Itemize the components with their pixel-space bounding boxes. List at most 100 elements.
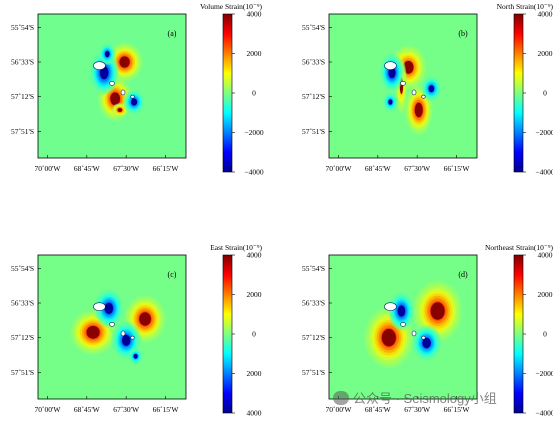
colorbar-tick-label: 4000 — [247, 251, 262, 260]
colorbar-tick-label: 2000 — [247, 369, 262, 378]
colorbar-tick-label: −2000 — [535, 128, 553, 137]
colorbar-tick-label: −2000 — [244, 128, 263, 137]
fault-trace — [384, 302, 426, 340]
panel-d: 55˚54'S 56˚33'S 57˚12'S 57˚51'S 70˚00'W 68˚45… — [302, 243, 553, 418]
watermark-text: 公众号 · Seismology小组 — [353, 391, 497, 406]
x-tick-label: 67˚30'W — [404, 164, 431, 173]
x-tick-label: 70˚00'W — [34, 164, 61, 173]
negative-lobe-5 — [99, 42, 116, 66]
positive-lobe-2 — [111, 103, 129, 117]
colorbar-tick-label: 0 — [252, 330, 256, 339]
colorbar-title: Northeast Strain(10⁻⁹) — [485, 243, 553, 252]
plot-frame — [328, 254, 478, 400]
fault-trace — [93, 61, 135, 99]
positive-lobe-0 — [413, 280, 463, 342]
colorbar-tick-label: 0 — [543, 330, 547, 339]
colorbar-tick-label: 2000 — [247, 49, 262, 58]
positive-lobe-1 — [124, 295, 166, 343]
y-tick-label: 56˚33'S — [11, 299, 34, 308]
negative-lobe-3 — [379, 53, 405, 93]
colorbar-tick-label: 2000 — [538, 290, 553, 299]
x-tick-label: 66˚15'W — [444, 164, 471, 173]
y-tick-label: 57˚12'S — [11, 92, 34, 101]
strain-field — [89, 42, 145, 121]
y-tick-label: 57˚51'S — [11, 368, 34, 377]
colorbar-tick-label: 4000 — [247, 10, 262, 19]
fault-trace — [93, 302, 135, 340]
colorbar-tick-label: 0 — [252, 89, 256, 98]
negative-lobe-3 — [411, 324, 442, 362]
x-tick-label: 68˚45'W — [74, 405, 101, 414]
strain-field — [70, 288, 166, 365]
x-tick-label: 70˚00'W — [34, 405, 61, 414]
colorbar-tick-label: −4000 — [244, 168, 263, 177]
strain-field — [379, 45, 442, 135]
y-tick-label: 56˚33'S — [302, 299, 325, 308]
y-tick-label: 57˚51'S — [11, 127, 34, 136]
y-tick-label: 57˚12'S — [11, 333, 34, 342]
x-tick-label: 67˚30'W — [404, 405, 431, 414]
colorbar-tick-label: −2000 — [535, 369, 553, 378]
fault-trace — [384, 61, 426, 99]
colorbar — [222, 254, 233, 414]
colorbar-title: Volume Strain(10⁻⁹) — [200, 2, 263, 11]
x-tick-label: 67˚30'W — [113, 164, 140, 173]
x-tick-label: 68˚45'W — [74, 164, 101, 173]
positive-lobe-1 — [404, 85, 433, 135]
positive-lobe-0 — [70, 310, 117, 355]
negative-lobe-4 — [123, 89, 145, 115]
colorbar-title: East Strain(10⁻⁹) — [210, 243, 262, 252]
y-tick-label: 56˚33'S — [11, 58, 34, 67]
colorbar-tick-label: −4000 — [535, 409, 553, 418]
panel-label: (a) — [168, 29, 177, 38]
colorbar — [222, 13, 233, 173]
wechat-icon — [333, 391, 349, 405]
y-tick-label: 57˚51'S — [302, 127, 325, 136]
panel-b: 55˚54'S 56˚33'S 57˚12'S 57˚51'S 70˚00'W 68˚45… — [302, 2, 553, 177]
colorbar-tick-label: −4000 — [535, 168, 553, 177]
negative-lobe-4 — [128, 348, 143, 365]
y-tick-label: 55˚54'S — [11, 23, 34, 32]
x-tick-label: 68˚45'W — [365, 405, 392, 414]
colorbar — [513, 254, 524, 414]
strain-field — [364, 280, 463, 369]
colorbar-tick-label: 2000 — [247, 290, 262, 299]
y-tick-label: 56˚33'S — [302, 58, 325, 67]
y-tick-label: 55˚54'S — [11, 264, 34, 273]
panel-a: 55˚54'S 56˚33'S 57˚12'S 57˚51'S 70˚00'W 68˚45… — [11, 2, 264, 177]
plot-frame — [37, 254, 187, 400]
positive-lobe-0 — [390, 45, 427, 90]
negative-lobe-4 — [421, 76, 442, 102]
panel-label: (b) — [458, 29, 468, 38]
negative-lobe-2 — [94, 288, 124, 328]
x-tick-label: 70˚00'W — [325, 405, 352, 414]
x-tick-label: 66˚15'W — [153, 164, 180, 173]
colorbar-title: North Strain(10⁻⁹) — [497, 2, 553, 11]
x-tick-label: 67˚30'W — [113, 405, 140, 414]
colorbar-tick-label: 2000 — [538, 49, 553, 58]
plot-frame — [37, 13, 187, 159]
watermark: 公众号 · Seismology小组 — [333, 388, 497, 407]
x-tick-label: 66˚15'W — [153, 405, 180, 414]
colorbar-tick-label: 0 — [543, 89, 547, 98]
colorbar — [513, 13, 524, 173]
x-tick-label: 70˚00'W — [325, 164, 352, 173]
y-tick-label: 57˚12'S — [302, 333, 325, 342]
colorbar-tick-label: 4000 — [538, 10, 553, 19]
y-tick-label: 57˚12'S — [302, 92, 325, 101]
y-tick-label: 55˚54'S — [302, 23, 325, 32]
panel-label: (d) — [458, 270, 468, 279]
colorbar-tick-label: 4000 — [538, 251, 553, 260]
y-tick-label: 57˚51'S — [302, 368, 325, 377]
y-tick-label: 55˚54'S — [302, 264, 325, 273]
colorbar-tick-label: 4000 — [247, 409, 262, 418]
panel-label: (c) — [168, 270, 177, 279]
positive-lobe-0 — [106, 42, 143, 82]
negative-lobe-2 — [388, 291, 415, 331]
plot-frame — [328, 13, 478, 159]
x-tick-label: 66˚15'W — [444, 405, 471, 414]
panel-c: 55˚54'S 56˚33'S 57˚12'S 57˚51'S 70˚00'W 68˚45… — [11, 243, 263, 418]
negative-lobe-5 — [383, 92, 398, 112]
x-tick-label: 68˚45'W — [365, 164, 392, 173]
